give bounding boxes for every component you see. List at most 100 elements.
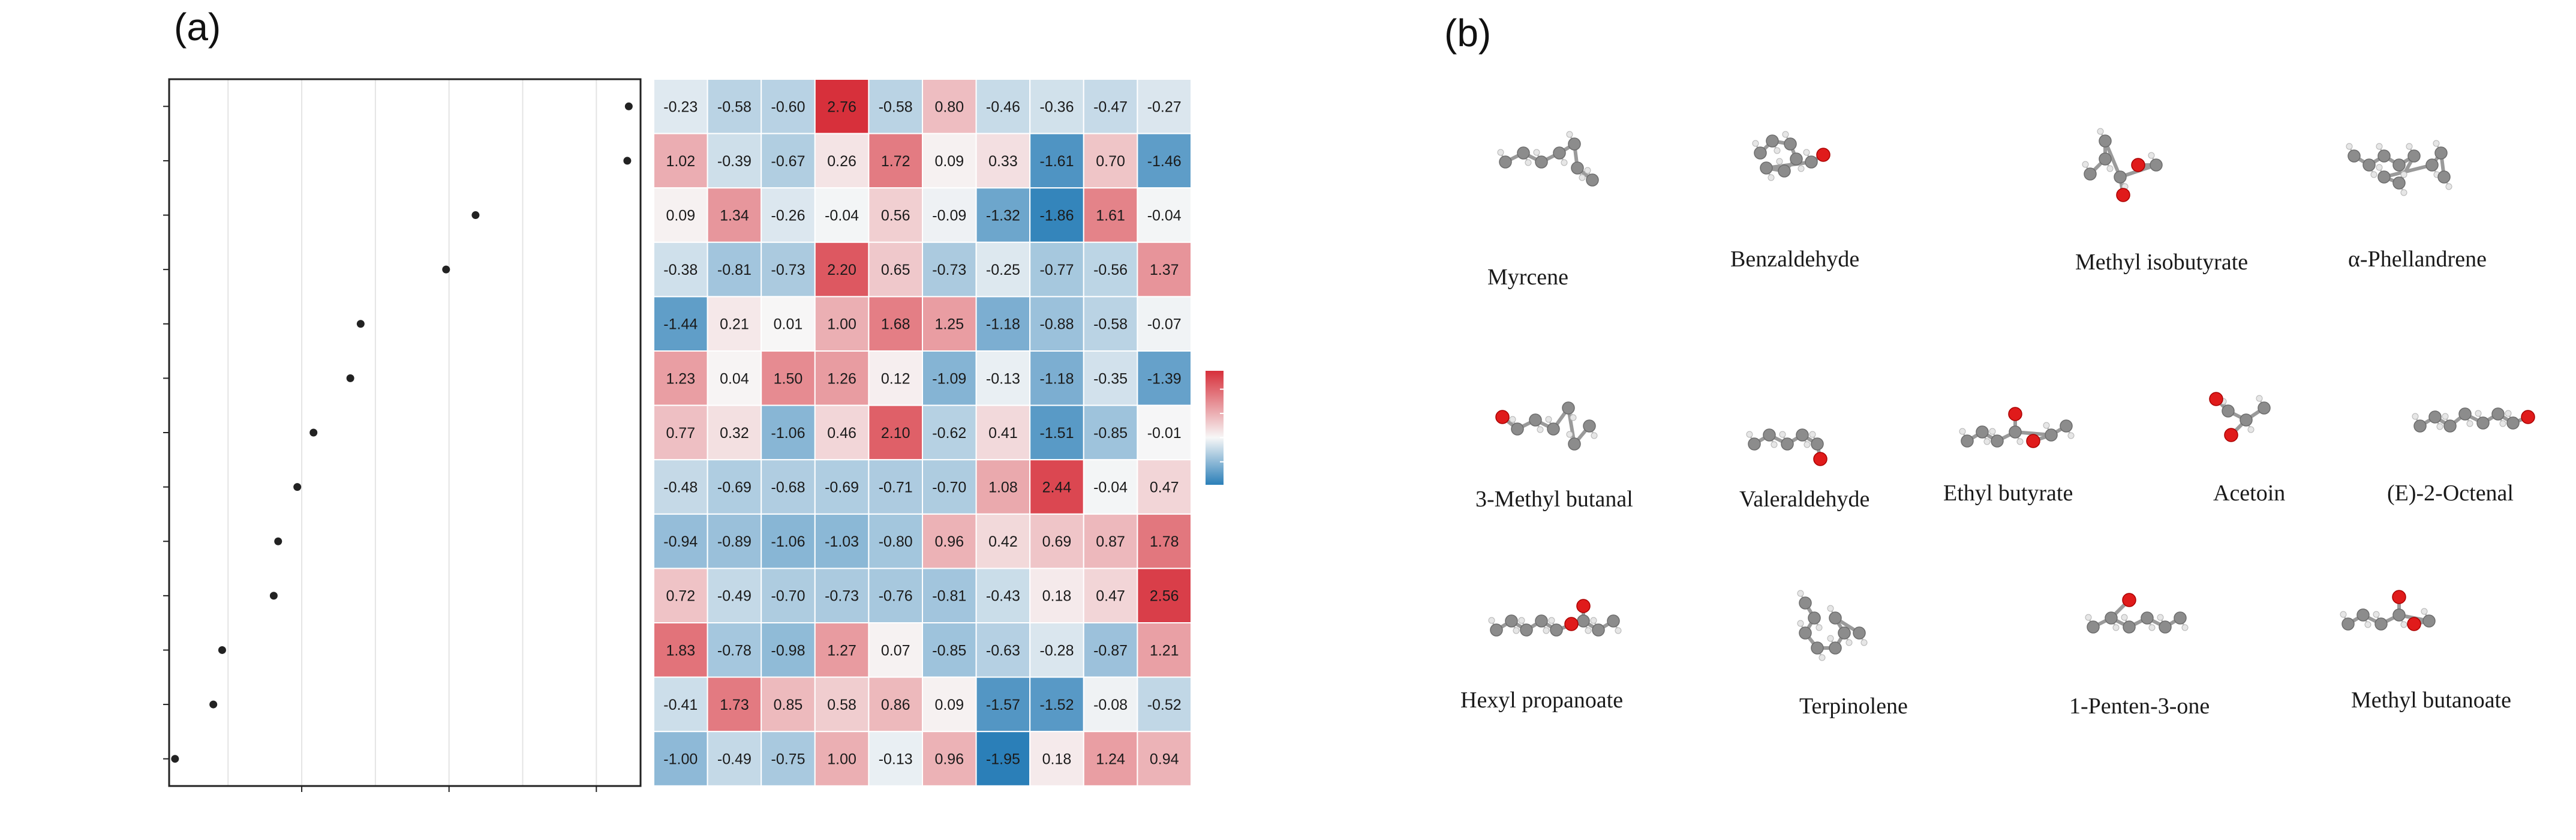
heatmap-cell-value: 0.42 — [988, 533, 1018, 550]
heatmap-cell-value: 0.41 — [988, 425, 1018, 442]
heatmap-cell — [814, 513, 870, 569]
vip-point-Terpinolene — [218, 646, 226, 654]
carbon-atom — [1550, 623, 1563, 637]
hydrogen-atom — [2505, 410, 2512, 417]
hydrogen-atom — [1803, 149, 1810, 156]
molecule-name: Ethyl butyrate — [1943, 481, 2073, 506]
heatmap-cell-value: -1.03 — [825, 533, 859, 550]
heatmap-cell — [922, 350, 977, 406]
molecule-structure — [1746, 428, 1827, 466]
heatmap-cell-value: -0.49 — [717, 588, 752, 605]
hydrogen-atom — [1797, 590, 1804, 597]
carbon-atom — [1961, 434, 1974, 448]
hydrogen-atom — [2475, 410, 2482, 417]
hydrogen-atom — [2097, 128, 2104, 135]
heatmap-cell-value: -0.38 — [663, 262, 698, 278]
carbon-atom — [1808, 611, 1821, 625]
ethyl-butyrate-molecule-icon — [1959, 407, 2075, 448]
methyl-butanoate-molecule-icon — [2340, 590, 2436, 631]
heatmap-cell-value: -0.26 — [771, 208, 805, 224]
carbon-atom — [2374, 617, 2388, 631]
hydrogen-atom — [2412, 413, 2419, 420]
hydrogen-atom — [2400, 189, 2407, 196]
hydrogen-atom — [1585, 627, 1592, 634]
carbon-atom — [1991, 434, 2004, 448]
heatmap-cell-value: -0.58 — [1093, 316, 1128, 333]
heatmap-cell — [814, 133, 870, 189]
oxygen-atom — [2008, 407, 2022, 421]
molecule-structure — [1797, 590, 1868, 661]
hydrogen-atom — [1525, 159, 1532, 166]
molecule-name: Acetoin — [2213, 481, 2286, 506]
heatmap-cell-value: -0.01 — [1147, 425, 1182, 442]
carbon-atom — [1607, 614, 1620, 628]
carbon-atom — [2506, 416, 2520, 430]
heatmap-cell-value: 2.20 — [827, 262, 856, 278]
heatmap-cell-value: -0.71 — [879, 479, 913, 496]
heatmap-cell-value: 0.80 — [934, 98, 964, 115]
heatmap-cell-value: -0.88 — [1040, 316, 1074, 333]
carbon-atom — [2377, 149, 2391, 163]
heatmap-cell-value: -0.63 — [986, 642, 1020, 659]
heatmap-cell — [1137, 404, 1192, 461]
carbon-atom — [1499, 155, 1512, 169]
heatmap-cell-value: -0.94 — [663, 533, 698, 550]
vip-point-Hexyl propanoate — [269, 592, 278, 600]
hydrogen-atom — [1509, 416, 1516, 423]
hydrogen-atom — [1579, 174, 1586, 181]
hydrogen-atom — [1591, 432, 1598, 439]
heatmap-cell-value: -1.86 — [1040, 208, 1074, 224]
hydrogen-atom — [1746, 431, 1753, 438]
heatmap-cell-value: 0.26 — [827, 153, 856, 170]
heatmap-cell — [1029, 133, 1084, 189]
carbon-atom — [2174, 611, 2187, 625]
carbon-atom — [1577, 614, 1590, 628]
heatmap-cell-value: -0.73 — [771, 262, 805, 278]
hydrogen-atom — [1570, 414, 1577, 421]
heatmap-cell-value: -0.69 — [717, 479, 752, 496]
heatmap-cell-value: -0.13 — [879, 751, 913, 768]
colorbar — [1206, 371, 1224, 485]
vip-point-Methyl butanoate — [171, 755, 179, 763]
heatmap-cell — [814, 731, 870, 787]
heatmap-cell — [653, 187, 708, 243]
heatmap-cell-value: -1.06 — [771, 533, 805, 550]
vip-dot-plot — [163, 78, 642, 792]
methyl-isobutyrate-molecule-icon — [2082, 128, 2163, 202]
valeraldehyde-molecule-icon — [1746, 428, 1827, 466]
carbon-atom — [1799, 626, 1812, 640]
hydrogen-atom — [1488, 617, 1495, 624]
heatmap-cell — [1137, 568, 1192, 624]
heatmap-cell-value: -0.13 — [986, 370, 1020, 387]
heatmap-cell-value: -0.09 — [932, 208, 966, 224]
molecule-name: (E)-2-Octenal — [2387, 481, 2514, 506]
heatmap-cell — [761, 676, 816, 733]
hydrogen-atom — [1771, 441, 1778, 448]
z-score-heatmap: -0.23 -0.58 -0.60 2.76 -0.58 0.80 -0.46 -0.36 -0… — [653, 79, 1224, 787]
carbon-atom — [1976, 425, 1989, 439]
heatmap-cell — [975, 133, 1031, 189]
carbon-atom — [1784, 137, 1797, 151]
carbon-atom — [2045, 428, 2058, 442]
carbon-atom — [1748, 437, 1761, 451]
panel-a-label: (a) — [174, 5, 221, 49]
heatmap-cell — [975, 731, 1031, 787]
carbon-atom — [2240, 413, 2253, 427]
heatmap-cell-value: 1.24 — [1096, 751, 1125, 768]
carbon-atom — [1517, 146, 1530, 160]
hydrogen-atom — [1590, 617, 1597, 624]
molecule-name: Benzaldehyde — [1730, 247, 1860, 272]
molecule-structure — [1488, 599, 1622, 637]
heatmap-cell-value: -0.60 — [771, 98, 805, 115]
carbon-atom — [1571, 161, 1584, 175]
hydrogen-atom — [2370, 171, 2377, 178]
hydrogen-atom — [1566, 131, 1573, 138]
heatmap-cell-value: -1.61 — [1040, 153, 1074, 170]
oxygen-atom — [2209, 392, 2223, 406]
heatmap-cell — [707, 731, 762, 787]
molecule-name: Hexyl propanoate — [1460, 688, 1624, 713]
hydrogen-atom — [1782, 131, 1789, 138]
heatmap-cell-value: -0.28 — [1040, 642, 1074, 659]
molecule-name: 3-Methyl butanal — [1475, 487, 1633, 512]
heatmap-cell-value: 1.02 — [666, 153, 695, 170]
